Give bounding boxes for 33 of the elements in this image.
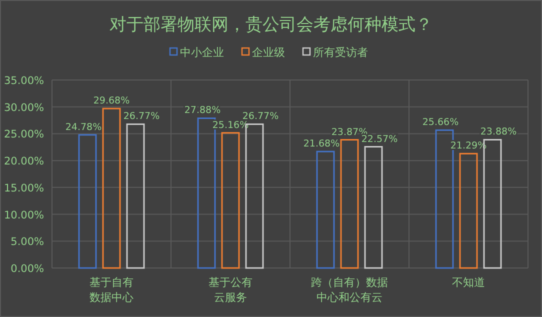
legend-label: 所有受访者	[313, 46, 368, 59]
data-label: 24.78%	[65, 122, 102, 133]
x-tick-label: 不知道	[452, 276, 485, 289]
y-tick-label: 0.00%	[10, 263, 44, 275]
x-tick-label: 跨（自有）数据中心和公有云	[311, 276, 388, 304]
y-tick-label: 10.00%	[4, 209, 44, 222]
bar	[102, 108, 121, 269]
data-label: 21.68%	[303, 138, 340, 150]
bar	[364, 146, 383, 269]
legend-label: 企业级	[252, 46, 285, 59]
data-label: 23.88%	[480, 126, 517, 138]
data-label: 29.68%	[93, 96, 130, 107]
bar	[459, 152, 478, 269]
y-tick-label: 15.00%	[4, 182, 44, 194]
data-label: 26.77%	[242, 111, 279, 122]
bar	[126, 123, 145, 269]
y-tick-label: 30.00%	[4, 102, 44, 114]
data-label: 26.77%	[123, 111, 160, 122]
y-tick-label: 20.00%	[4, 156, 44, 168]
data-label: 22.57%	[361, 134, 398, 145]
data-label: 27.88%	[184, 105, 221, 116]
chart-title: 对于部署物联网，贵公司会考虑何种模式？	[110, 15, 432, 35]
y-tick-label: 5.00%	[10, 236, 44, 248]
bar	[340, 139, 359, 269]
bar	[78, 134, 97, 269]
y-tick-label: 25.00%	[4, 128, 44, 141]
bar	[221, 132, 240, 269]
bar	[316, 150, 335, 269]
x-tick-label: 基于自有数据中心	[90, 276, 134, 304]
data-label: 25.66%	[422, 117, 459, 128]
x-tick-label: 基于公有云服务	[208, 276, 252, 304]
y-tick-label: 35.00%	[4, 75, 44, 87]
legend-label: 中小企业	[180, 46, 224, 59]
